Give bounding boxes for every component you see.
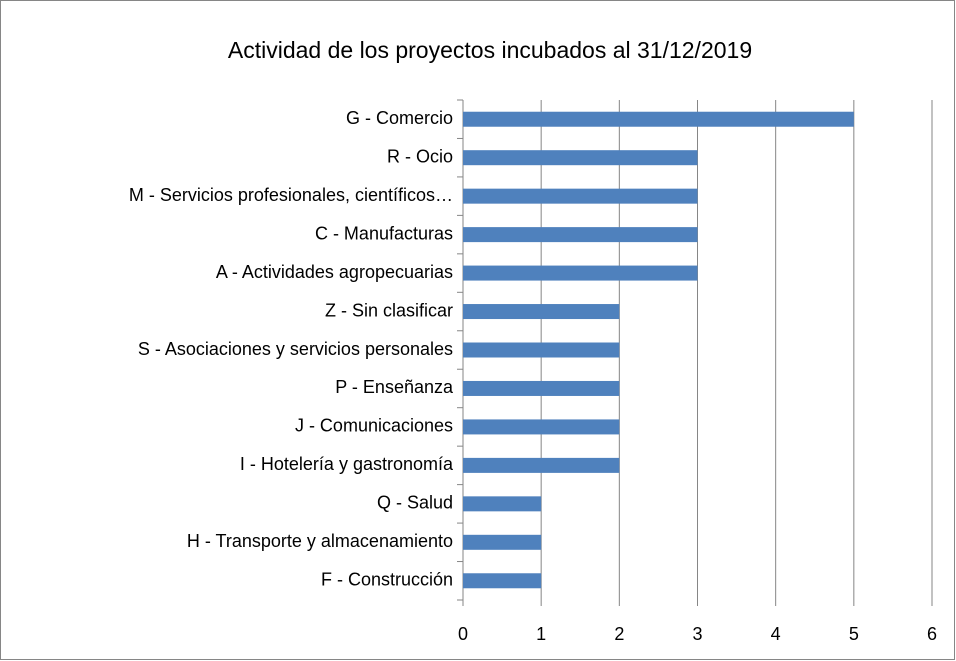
y-tick-label: C - Manufacturas [315,223,453,243]
x-tick-label: 2 [614,624,624,644]
bar [463,380,620,396]
bar [463,265,698,281]
y-tick-label: Q - Salud [377,493,453,513]
bar [463,111,854,127]
y-tick-label: P - Enseñanza [335,377,454,397]
y-tick-label: R - Ocio [387,146,453,166]
bar [463,496,542,512]
bar [463,342,620,358]
bar [463,150,698,166]
bar [463,534,542,550]
bar [463,304,620,320]
y-tick-label: Z - Sin clasificar [325,300,453,320]
x-tick-label: 0 [458,624,468,644]
bar [463,227,698,243]
bar [463,457,620,473]
y-tick-label: J - Comunicaciones [295,416,453,436]
y-tick-label: F - Construcción [321,570,453,590]
y-tick-label: A - Actividades agropecuarias [216,262,453,282]
y-tick-label: I - Hotelería y gastronomía [240,454,454,474]
y-tick-label: G - Comercio [346,108,453,128]
x-tick-label: 3 [692,624,702,644]
x-tick-label: 4 [771,624,781,644]
x-tick-label: 5 [849,624,859,644]
chart-title: Actividad de los proyectos incubados al … [228,37,752,63]
x-tick-label: 1 [536,624,546,644]
bar [463,419,620,435]
bar [463,188,698,204]
bar [463,573,542,589]
y-tick-label: S - Asociaciones y servicios personales [138,339,453,359]
y-tick-label: H - Transporte y almacenamiento [187,531,453,551]
y-tick-label: M - Servicios profesionales, científicos… [129,185,453,205]
x-tick-label: 6 [927,624,937,644]
